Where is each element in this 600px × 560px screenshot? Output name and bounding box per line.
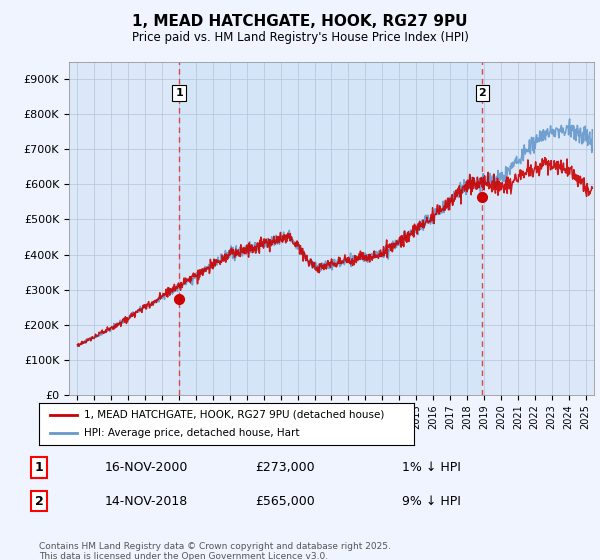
Text: £273,000: £273,000 [255, 461, 314, 474]
Bar [179, 62, 482, 395]
Text: HPI: Average price, detached house, Hart: HPI: Average price, detached house, Hart [84, 428, 299, 438]
Text: Price paid vs. HM Land Registry's House Price Index (HPI): Price paid vs. HM Land Registry's House … [131, 31, 469, 44]
Text: 1, MEAD HATCHGATE, HOOK, RG27 9PU: 1, MEAD HATCHGATE, HOOK, RG27 9PU [132, 14, 468, 29]
Text: 14-NOV-2018: 14-NOV-2018 [105, 494, 188, 508]
Text: 2: 2 [35, 494, 43, 508]
Text: 1: 1 [35, 461, 43, 474]
Text: 1: 1 [175, 88, 183, 98]
Text: £565,000: £565,000 [255, 494, 315, 508]
Text: 16-NOV-2000: 16-NOV-2000 [105, 461, 188, 474]
Text: 2: 2 [478, 88, 486, 98]
Text: 1% ↓ HPI: 1% ↓ HPI [402, 461, 461, 474]
Text: Contains HM Land Registry data © Crown copyright and database right 2025.
This d: Contains HM Land Registry data © Crown c… [39, 542, 391, 560]
Text: 1, MEAD HATCHGATE, HOOK, RG27 9PU (detached house): 1, MEAD HATCHGATE, HOOK, RG27 9PU (detac… [84, 410, 385, 420]
Text: 9% ↓ HPI: 9% ↓ HPI [402, 494, 461, 508]
